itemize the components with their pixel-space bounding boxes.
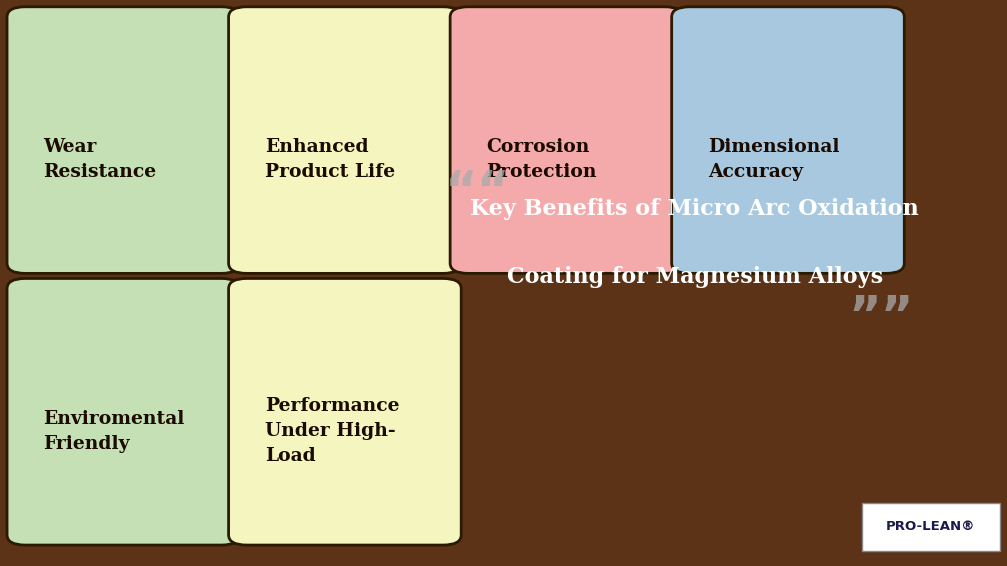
Text: Enviromental
Friendly: Enviromental Friendly [43, 410, 184, 453]
FancyBboxPatch shape [7, 7, 240, 273]
Text: Enhanced
Product Life: Enhanced Product Life [265, 138, 395, 181]
Text: Coating for Magnesium Alloys: Coating for Magnesium Alloys [507, 267, 883, 288]
Text: Wear
Resistance: Wear Resistance [43, 138, 156, 181]
Text: Key Benefits of Micro Arc Oxidation: Key Benefits of Micro Arc Oxidation [470, 199, 919, 220]
FancyBboxPatch shape [672, 7, 904, 273]
FancyBboxPatch shape [7, 278, 240, 545]
Text: PRO-LEAN®: PRO-LEAN® [886, 521, 976, 533]
FancyBboxPatch shape [229, 7, 461, 273]
FancyBboxPatch shape [862, 503, 1000, 551]
FancyBboxPatch shape [229, 278, 461, 545]
Text: ””: ”” [848, 293, 914, 341]
Text: ““: ““ [444, 169, 511, 216]
Text: Dimensional
Accuracy: Dimensional Accuracy [708, 138, 840, 181]
Text: Performance
Under High-
Load: Performance Under High- Load [265, 397, 400, 465]
FancyBboxPatch shape [450, 7, 683, 273]
Text: Corrosion
Protection: Corrosion Protection [486, 138, 597, 181]
